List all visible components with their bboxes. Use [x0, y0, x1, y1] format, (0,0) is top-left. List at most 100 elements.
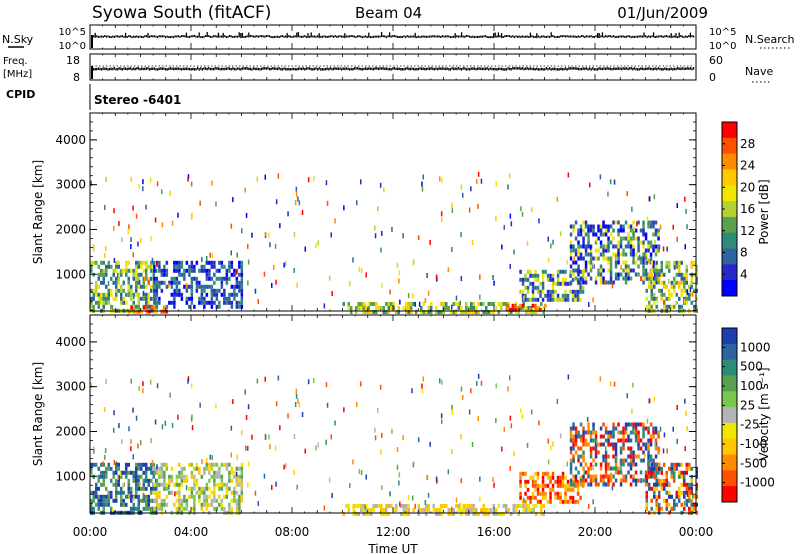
- velocity-cell: [142, 498, 145, 503]
- velocity-cell: [495, 418, 497, 424]
- freq-label-line1: Freq.: [3, 56, 28, 67]
- velocity-cell: [285, 463, 287, 469]
- power-cell: [200, 284, 204, 289]
- power-sparse-echoes: [90, 171, 697, 311]
- velocity-cell: [360, 504, 363, 508]
- power-cell: [155, 309, 158, 314]
- power-cell: [589, 228, 593, 233]
- power-cell: [225, 268, 229, 273]
- power-cell: [203, 288, 206, 293]
- power-cell: [577, 252, 580, 257]
- power-cell: [674, 264, 676, 270]
- velocity-cell: [213, 486, 216, 491]
- power-cell: [165, 284, 169, 289]
- velocity-cell: [629, 450, 633, 455]
- velocity-cell: [142, 388, 144, 394]
- power-cell: [233, 292, 236, 297]
- power-cell: [502, 302, 505, 306]
- power-cell: [622, 224, 625, 229]
- power-cell: [195, 260, 199, 265]
- velocity-cell: [145, 466, 148, 471]
- power-cell: [519, 277, 522, 282]
- velocity-cell: [569, 478, 573, 483]
- velocity-cell: [471, 442, 474, 447]
- power-cell: [521, 297, 525, 302]
- power-cell: [542, 310, 545, 314]
- power-cell: [559, 231, 562, 237]
- velocity-cell: [178, 470, 181, 475]
- velocity-cell: [540, 512, 543, 516]
- velocity-cell: [334, 420, 336, 426]
- velocity-cell: [577, 454, 580, 459]
- velocity-cell: [117, 490, 120, 495]
- velocity-cell: [102, 502, 105, 507]
- velocity-cell: [170, 478, 174, 483]
- power-cell: [693, 260, 696, 265]
- velocity-cell: [564, 495, 567, 500]
- velocity-cell: [218, 466, 221, 471]
- velocity-cell: [576, 483, 580, 488]
- power-cell: [178, 268, 181, 273]
- velocity-cell: [102, 482, 105, 487]
- velocity-cell: [100, 482, 103, 487]
- velocity-cell: [137, 486, 140, 491]
- velocity-cell: [519, 479, 522, 484]
- power-cell: [657, 236, 660, 241]
- velocity-cell: [649, 442, 653, 447]
- power-cell: [178, 272, 181, 277]
- power-cell: [263, 271, 266, 277]
- power-cell: [213, 288, 216, 293]
- power-cell: [640, 276, 642, 282]
- power-cell: [652, 224, 655, 229]
- velocity-cell: [105, 486, 108, 491]
- velocity-cell: [296, 484, 298, 490]
- power-cell: [627, 268, 630, 273]
- velocity-cell: [293, 469, 295, 475]
- power-cell: [240, 268, 244, 273]
- power-cell: [650, 272, 653, 277]
- velocity-cell: [183, 494, 186, 499]
- velocity-echo-region: [645, 462, 698, 515]
- power-cell: [642, 256, 645, 261]
- power-cell: [296, 282, 298, 288]
- power-cell: [607, 224, 610, 229]
- power-cell: [582, 228, 585, 233]
- velocity-cell: [107, 498, 110, 503]
- power-cell: [531, 285, 535, 290]
- velocity-cell: [579, 482, 583, 487]
- power-cell: [678, 272, 681, 277]
- power-cell: [238, 272, 241, 277]
- velocity-cell: [116, 475, 119, 480]
- velocity-cell: [571, 495, 575, 500]
- velocity-cell: [213, 482, 216, 487]
- velocity-cell: [663, 478, 666, 483]
- power-cell: [155, 284, 159, 289]
- velocity-cell: [647, 438, 650, 443]
- power-cell: [188, 296, 191, 301]
- velocity-cell: [665, 474, 668, 479]
- power-cell: [117, 288, 120, 293]
- power-cell: [607, 280, 610, 285]
- power-cell: [190, 181, 193, 187]
- velocity-cell: [140, 462, 143, 467]
- power-cell: [377, 206, 379, 212]
- freq-series: [91, 65, 695, 79]
- velocity-cell: [185, 478, 189, 483]
- velocity-cell: [690, 498, 693, 503]
- power-cell: [556, 297, 560, 302]
- velocity-cell: [586, 416, 589, 422]
- velocity-cell: [195, 490, 199, 495]
- power-cell: [655, 260, 658, 265]
- velocity-cell: [90, 466, 93, 471]
- power-cell: [680, 288, 683, 293]
- velocity-cell: [457, 504, 460, 508]
- velocity-cell: [490, 508, 493, 512]
- power-cell: [198, 300, 201, 305]
- power-cell: [435, 274, 438, 280]
- power-cell: [208, 268, 211, 273]
- velocity-colorbar-swatch: [722, 343, 737, 361]
- velocity-cell: [652, 434, 655, 439]
- velocity-cell: [680, 474, 683, 479]
- velocity-cell: [639, 470, 643, 475]
